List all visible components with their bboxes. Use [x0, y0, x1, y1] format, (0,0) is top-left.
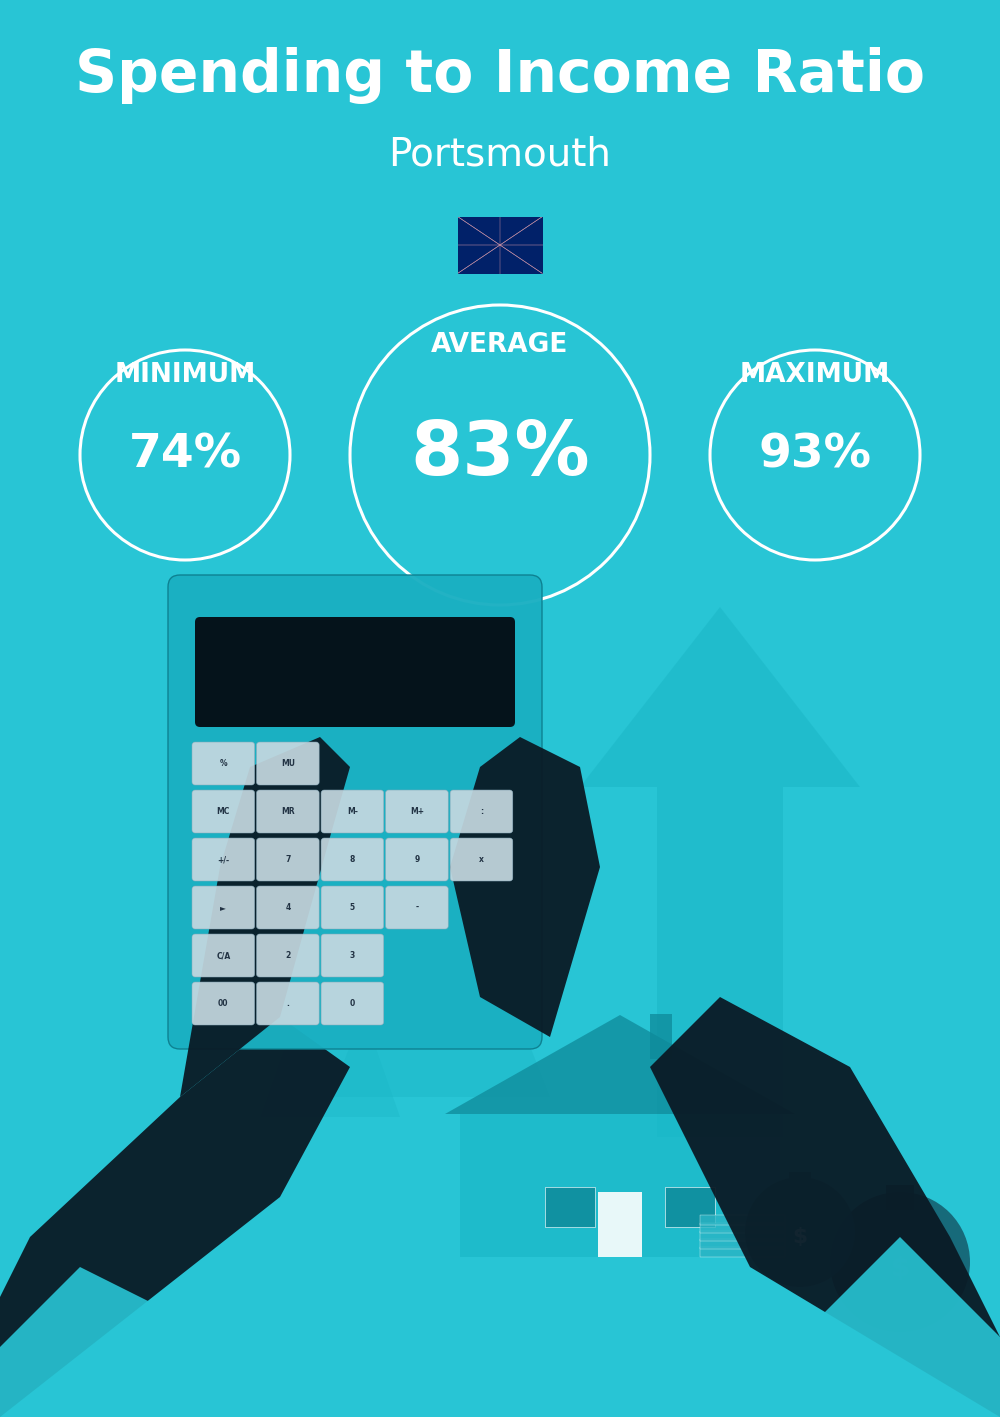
Text: ►: ► — [220, 903, 226, 913]
FancyBboxPatch shape — [545, 1187, 595, 1227]
FancyBboxPatch shape — [257, 837, 319, 881]
FancyBboxPatch shape — [789, 1172, 811, 1190]
FancyBboxPatch shape — [700, 1214, 785, 1226]
Polygon shape — [330, 818, 550, 1097]
Text: AVERAGE: AVERAGE — [431, 332, 569, 359]
Text: 00: 00 — [218, 999, 229, 1007]
FancyBboxPatch shape — [700, 1223, 785, 1233]
FancyBboxPatch shape — [386, 837, 448, 881]
Text: $: $ — [891, 1255, 910, 1282]
Text: 4: 4 — [285, 903, 290, 913]
FancyBboxPatch shape — [450, 837, 513, 881]
FancyBboxPatch shape — [386, 886, 448, 930]
Text: 8: 8 — [350, 854, 355, 864]
FancyBboxPatch shape — [257, 982, 319, 1024]
Text: 93%: 93% — [758, 432, 871, 478]
Text: MINIMUM: MINIMUM — [114, 361, 256, 388]
Text: x: x — [479, 854, 484, 864]
Text: 9: 9 — [414, 854, 420, 864]
Text: Spending to Income Ratio: Spending to Income Ratio — [75, 47, 925, 103]
Text: MR: MR — [281, 808, 295, 816]
FancyBboxPatch shape — [450, 791, 513, 833]
Polygon shape — [580, 606, 860, 1136]
Text: MC: MC — [217, 808, 230, 816]
FancyBboxPatch shape — [460, 1114, 780, 1257]
FancyBboxPatch shape — [650, 1015, 672, 1058]
Text: 74%: 74% — [128, 432, 242, 478]
FancyBboxPatch shape — [195, 616, 515, 727]
FancyBboxPatch shape — [886, 1185, 914, 1210]
FancyBboxPatch shape — [700, 1247, 785, 1257]
Text: MU: MU — [281, 760, 295, 768]
FancyBboxPatch shape — [192, 743, 255, 785]
FancyBboxPatch shape — [192, 886, 255, 930]
FancyBboxPatch shape — [257, 743, 319, 785]
Text: M+: M+ — [410, 808, 424, 816]
Polygon shape — [650, 998, 1000, 1417]
FancyBboxPatch shape — [321, 791, 384, 833]
Text: 7: 7 — [285, 854, 291, 864]
FancyBboxPatch shape — [257, 886, 319, 930]
Polygon shape — [0, 1267, 180, 1417]
FancyBboxPatch shape — [321, 982, 384, 1024]
Text: M-: M- — [347, 808, 358, 816]
FancyBboxPatch shape — [598, 1192, 642, 1257]
FancyBboxPatch shape — [257, 934, 319, 976]
Text: $: $ — [792, 1227, 808, 1247]
Text: Portsmouth: Portsmouth — [389, 136, 611, 174]
Text: 83%: 83% — [410, 418, 590, 492]
FancyBboxPatch shape — [458, 217, 542, 273]
FancyBboxPatch shape — [257, 791, 319, 833]
Polygon shape — [450, 737, 600, 1037]
Circle shape — [830, 1192, 970, 1332]
FancyBboxPatch shape — [192, 791, 255, 833]
Polygon shape — [820, 1237, 1000, 1417]
FancyBboxPatch shape — [321, 886, 384, 930]
Polygon shape — [0, 1017, 350, 1417]
Text: 3: 3 — [350, 951, 355, 961]
FancyBboxPatch shape — [192, 837, 255, 881]
FancyBboxPatch shape — [192, 934, 255, 976]
Polygon shape — [180, 737, 350, 1097]
FancyBboxPatch shape — [192, 982, 255, 1024]
Text: MAXIMUM: MAXIMUM — [740, 361, 890, 388]
Text: 5: 5 — [350, 903, 355, 913]
FancyBboxPatch shape — [700, 1231, 785, 1241]
Text: C/A: C/A — [216, 951, 230, 961]
Polygon shape — [260, 917, 400, 1117]
FancyBboxPatch shape — [386, 791, 448, 833]
FancyBboxPatch shape — [321, 837, 384, 881]
FancyBboxPatch shape — [168, 575, 542, 1049]
Text: :: : — [480, 808, 483, 816]
FancyBboxPatch shape — [665, 1187, 715, 1227]
FancyBboxPatch shape — [700, 1238, 785, 1248]
Circle shape — [745, 1178, 855, 1287]
Text: .: . — [286, 999, 289, 1007]
Text: -: - — [415, 903, 418, 913]
Text: %: % — [219, 760, 227, 768]
Polygon shape — [445, 1015, 795, 1114]
Text: 0: 0 — [350, 999, 355, 1007]
FancyBboxPatch shape — [321, 934, 384, 976]
Text: +/-: +/- — [217, 854, 229, 864]
Text: 2: 2 — [285, 951, 290, 961]
